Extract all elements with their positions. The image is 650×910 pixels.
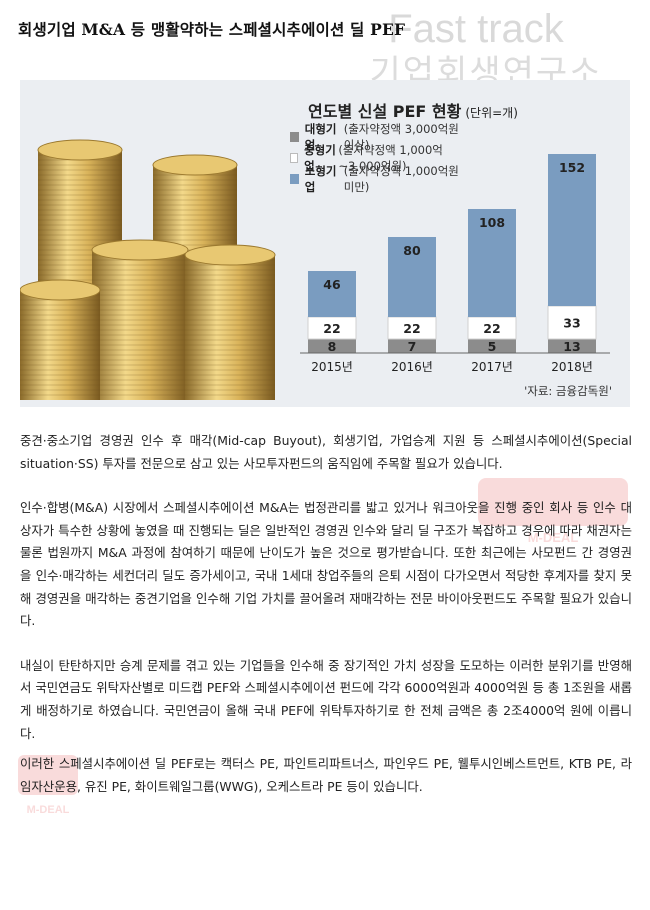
data-label: 8 [328, 339, 337, 354]
chart-unit: (단위=개) [465, 106, 518, 120]
x-tick-label: 2018년 [551, 360, 593, 374]
article-body: 중견·중소기업 경영권 인수 후 매각(Mid-cap Buyout), 회생기… [20, 430, 632, 820]
bar-segment [388, 237, 436, 317]
coin-top [152, 154, 238, 176]
data-label: 46 [323, 277, 341, 292]
chart-title: 연도별 신설 PEF 현황 (단위=개) [308, 98, 518, 122]
bar-segment [388, 339, 436, 353]
legend-swatch-medium [290, 152, 299, 163]
coin-top [184, 244, 276, 266]
x-tick-label: 2017년 [471, 360, 513, 374]
legend-name: 대형기업 [304, 121, 337, 152]
bar-segment [468, 209, 516, 317]
data-label: 33 [563, 316, 580, 331]
data-label: 152 [559, 160, 585, 175]
legend-item-medium: 중형기업 (출자약정액 1,000억~3,000억원) [290, 143, 470, 173]
coin-top [37, 139, 123, 161]
data-label: 108 [479, 215, 505, 230]
data-label: 5 [488, 339, 497, 354]
paragraph: 내실이 탄탄하지만 승계 문제를 겪고 있는 기업들을 인수해 중 장기적인 가… [20, 657, 632, 741]
legend-desc: (출자약정액 1,000억원 미만) [343, 163, 459, 194]
chart-title-text: 연도별 신설 PEF 현황 [308, 102, 462, 121]
paragraph: 인수·합병(M&A) 시장에서 스페셜시추에이션 M&A는 법정관리를 밟고 있… [20, 500, 632, 629]
bar-segment [308, 339, 356, 353]
bar-segment [548, 154, 596, 306]
page-title: 회생기업 M&A 등 맹활약하는 스페셜시추에이션 딜 PEF [18, 20, 406, 39]
chart-legend: 대형기업 (출자약정액 3,000억원 이상) 중형기업 (출자약정액 1,00… [290, 122, 470, 194]
paragraph: 중견·중소기업 경영권 인수 후 매각(Mid-cap Buyout), 회생기… [20, 433, 632, 471]
mdeal-badge-text: M-DEAL [27, 804, 70, 816]
legend-item-large: 대형기업 (출자약정액 3,000억원 이상) [290, 122, 470, 152]
x-tick-label: 2015년 [311, 360, 353, 374]
data-label: 22 [323, 321, 340, 336]
mdeal-watermark-logo: M-DEAL [478, 478, 628, 545]
paragraph: 이러한 스페셜시추에이션 딜 PEF로는 캑터스 PE, 파인트리파트너스, 파… [20, 756, 632, 794]
bar-chart: 8 22 46 2015년 7 22 80 2016년 5 22 108 2017년 13 33 152 20… [300, 154, 610, 374]
bar-segment [548, 339, 596, 353]
coin-top [20, 279, 101, 301]
legend-name: 중형기업 [304, 142, 336, 173]
legend-swatch-small [290, 173, 299, 184]
legend-swatch-large [290, 131, 299, 142]
mdeal-watermark-logo: M-DEAL [18, 755, 78, 816]
watermark-line1: Fast track [388, 7, 565, 51]
bar-segment [308, 271, 356, 317]
coin-stack [185, 255, 275, 400]
source-note: '자료: 금융감독원' [524, 384, 612, 398]
x-tick-label: 2016년 [391, 360, 433, 374]
coin-stacks-image [20, 139, 276, 400]
legend-item-small: 소형기업 (출자약정액 1,000억원 미만) [290, 164, 470, 194]
legend-name: 소형기업 [304, 163, 337, 194]
watermark: Fast track 기업회생연구소 [370, 7, 601, 92]
data-label: 22 [403, 321, 420, 336]
data-label: 13 [563, 339, 580, 354]
bar-segment [547, 305, 597, 340]
data-label: 80 [403, 243, 421, 258]
bar-segment [468, 339, 516, 353]
coin-top [91, 239, 189, 261]
legend-desc: (출자약정액 3,000억원 이상) [343, 121, 459, 152]
mdeal-badge-text: M-DEAL [528, 530, 579, 545]
figure: 연도별 신설 PEF 현황 (단위=개) 대형기업 (출자약정액 3,000억원 … [20, 80, 630, 407]
data-label: 22 [483, 321, 500, 336]
data-label: 7 [408, 339, 417, 354]
legend-desc: (출자약정액 1,000억~3,000억원) [338, 142, 443, 173]
